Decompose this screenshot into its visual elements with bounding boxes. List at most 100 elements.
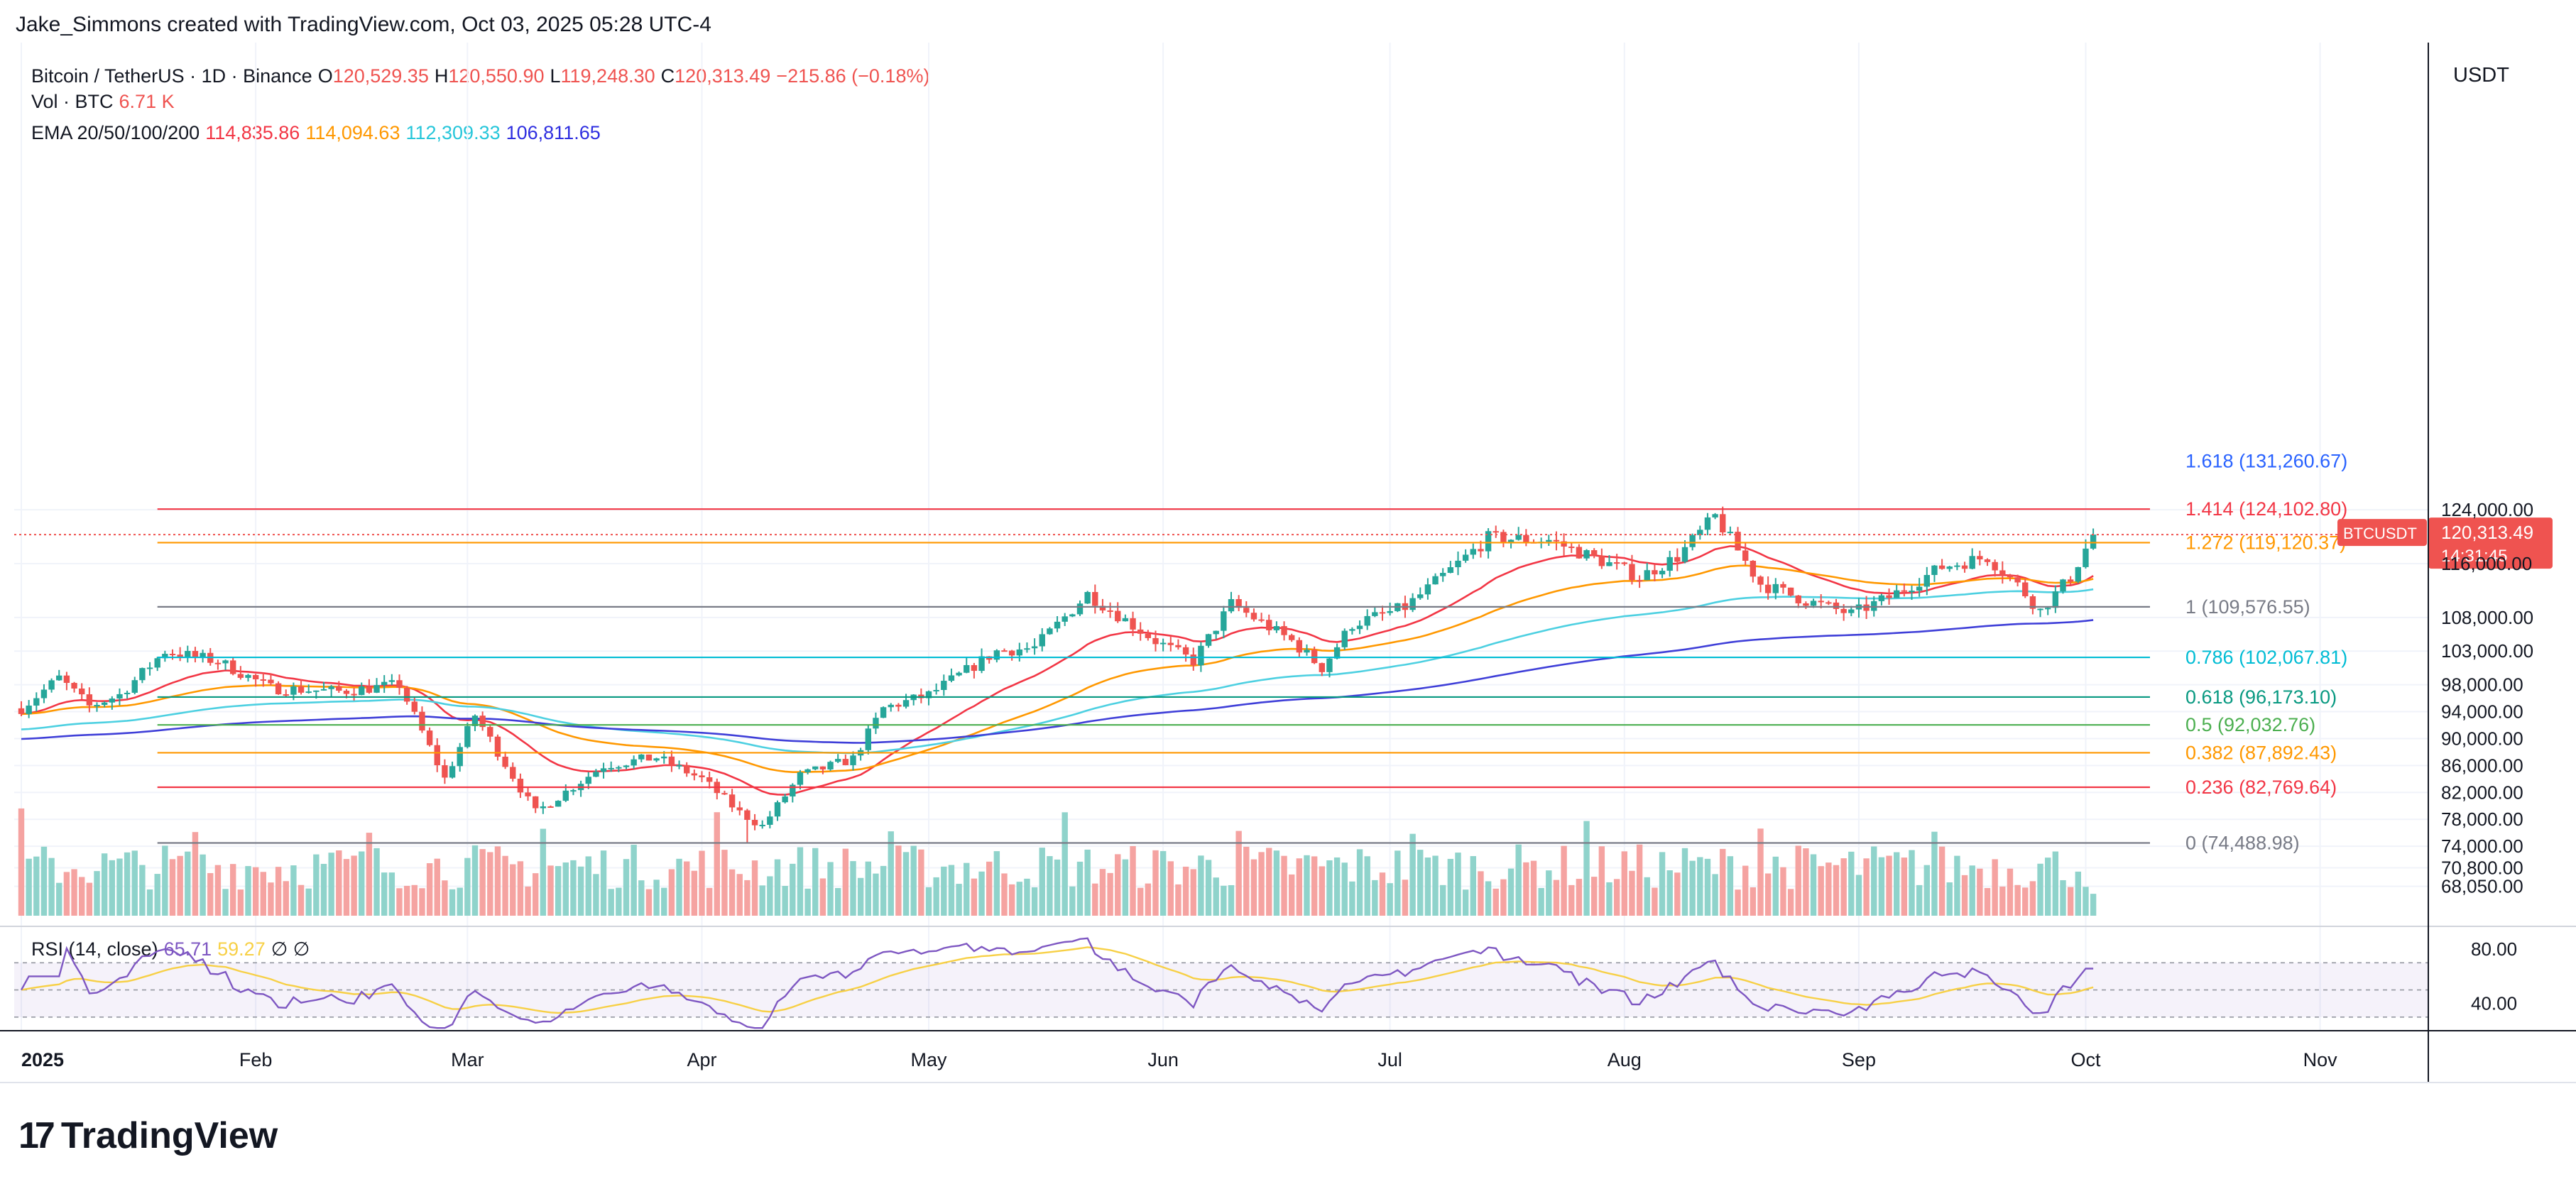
candle-body: [728, 794, 736, 808]
volume-bar: [2090, 894, 2097, 916]
candle-body: [895, 704, 902, 707]
volume-bar: [645, 889, 653, 916]
volume-bar: [1742, 865, 1749, 916]
price-tick-label: 86,000.00: [2441, 755, 2523, 776]
candle-body: [1576, 547, 1583, 559]
candle: [1167, 635, 1174, 652]
volume-bar: [1720, 848, 1726, 916]
volume-bar: [1825, 862, 1832, 916]
candle-body: [494, 736, 501, 757]
candle-body: [933, 689, 939, 691]
candle-body: [1818, 601, 1824, 603]
candle-body: [471, 716, 479, 726]
volume-bar: [1644, 877, 1650, 916]
volume-bar: [721, 850, 728, 916]
candle-body: [1515, 535, 1522, 540]
volume-label[interactable]: Vol · BTC: [31, 91, 114, 112]
candle-body: [116, 694, 123, 699]
candle: [1500, 530, 1507, 547]
price-tick-label: 74,000.00: [2441, 835, 2523, 857]
candle: [600, 762, 607, 779]
volume-bar: [1523, 862, 1529, 916]
candle-body: [608, 767, 614, 769]
candle-body: [1780, 583, 1786, 588]
candle-body: [2083, 548, 2089, 567]
candle: [336, 681, 342, 693]
candle-body: [2045, 608, 2051, 610]
candle: [1115, 602, 1121, 623]
volume-bar: [918, 849, 924, 916]
volume-bar: [1001, 873, 1008, 916]
candle-body: [2037, 608, 2043, 610]
volume-bar: [1107, 872, 1113, 916]
candle: [547, 805, 554, 809]
price-tick-label: 90,000.00: [2441, 728, 2523, 749]
candle: [1341, 628, 1348, 650]
candle: [1666, 550, 1673, 577]
volume-bar: [1455, 853, 1461, 916]
volume-bar: [1417, 850, 1424, 916]
candle-body: [1591, 550, 1598, 556]
candle: [948, 668, 955, 683]
volume-bar: [933, 877, 939, 916]
candle-body: [1289, 635, 1295, 640]
candle: [442, 759, 448, 784]
candle-body: [925, 691, 932, 698]
candle-body: [888, 704, 894, 708]
volume-bar: [2029, 881, 2036, 916]
candle: [411, 697, 417, 715]
volume-bar: [359, 851, 365, 916]
candle: [1492, 525, 1499, 538]
candle-body: [517, 779, 524, 793]
volume-bar: [487, 852, 493, 916]
volume-bar: [525, 886, 531, 916]
symbol-name[interactable]: Bitcoin / TetherUS · 1D · Binance: [31, 65, 312, 87]
candle-body: [1954, 565, 1960, 567]
candle: [1107, 602, 1113, 618]
candle: [993, 649, 1000, 663]
currency-label[interactable]: USDT: [2453, 64, 2509, 87]
volume-bars: [18, 808, 2097, 916]
volume-bar: [1409, 833, 1416, 916]
volume-bar: [1591, 877, 1598, 916]
candle-body: [751, 819, 758, 826]
candle: [1145, 630, 1152, 641]
candle: [1319, 662, 1325, 676]
volume-bar: [1258, 852, 1265, 916]
ema-label[interactable]: EMA 20/50/100/200: [31, 122, 200, 143]
candle: [759, 820, 765, 829]
close-value: 120,313.49: [675, 65, 771, 87]
candle-body: [1213, 630, 1219, 635]
time-tick-label: Nov: [2303, 1049, 2338, 1070]
candle-body: [2007, 575, 2014, 578]
candle-body: [1500, 532, 1507, 543]
volume-bar: [1395, 850, 1401, 916]
volume-bar: [328, 853, 334, 916]
volume-bar: [767, 876, 773, 916]
candle-body: [585, 777, 591, 784]
candle: [842, 754, 849, 766]
rsi-legend: RSI (14, close) 65.71 59.27 ∅ ∅: [31, 938, 315, 960]
volume-bar: [56, 882, 62, 916]
candle-body: [971, 664, 978, 672]
candle-body: [79, 688, 85, 695]
price-tick-label: 78,000.00: [2441, 809, 2523, 830]
volume-bar: [964, 862, 970, 916]
volume-bar: [1061, 812, 1068, 916]
candle: [1205, 633, 1212, 648]
candle: [1999, 561, 2006, 584]
candle: [1909, 586, 1915, 601]
candle-body: [1455, 560, 1461, 568]
volume-bar: [547, 865, 554, 916]
volume-bar: [1031, 887, 1038, 916]
candle: [124, 690, 131, 699]
candle-body: [1568, 547, 1575, 549]
rsi-label[interactable]: RSI (14, close): [31, 938, 158, 960]
candle: [230, 657, 236, 676]
candle: [1372, 606, 1378, 618]
candle: [1886, 588, 1892, 605]
volume-bar: [1152, 850, 1159, 916]
volume-bar: [479, 849, 486, 916]
close-label: C: [660, 65, 675, 87]
